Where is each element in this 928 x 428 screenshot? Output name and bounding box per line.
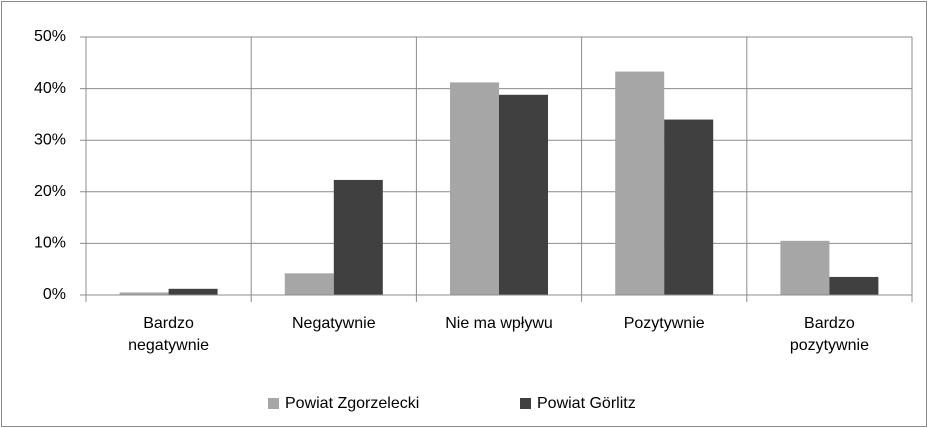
bar: [119, 292, 169, 295]
legend-swatch: [268, 398, 279, 409]
y-tick-label: 50%: [34, 28, 66, 45]
y-tick-label: 40%: [34, 80, 66, 97]
bar: [499, 94, 548, 296]
legend-label: Powiat Zgorzelecki: [285, 395, 419, 412]
bar: [168, 288, 218, 295]
bar: [780, 240, 830, 295]
bar: [664, 119, 714, 295]
x-tick-label: Bardzo negatywnie: [128, 315, 210, 354]
y-tick-label: 20%: [34, 183, 66, 200]
bar: [284, 273, 334, 295]
x-tick-label: Nie ma wpływu: [445, 315, 553, 332]
bar: [450, 82, 499, 296]
bar: [615, 71, 665, 296]
x-tick-label: Pozytywnie: [623, 315, 705, 332]
bar: [829, 276, 879, 295]
bar: [333, 179, 383, 295]
y-tick-label: 0%: [43, 286, 66, 303]
legend-swatch: [520, 398, 531, 409]
x-tick-label: Negatywnie: [291, 315, 376, 332]
legend-label: Powiat Görlitz: [537, 395, 636, 412]
y-tick-label: 10%: [34, 235, 66, 252]
x-tick-label: Bardzo pozytywnie: [789, 315, 869, 354]
y-tick-label: 30%: [34, 131, 66, 148]
